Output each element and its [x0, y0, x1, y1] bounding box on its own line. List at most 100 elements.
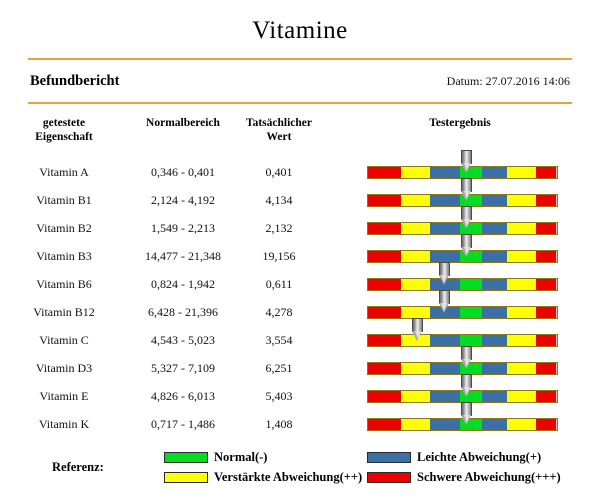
scale-segment [459, 279, 483, 291]
legend-color-swatch [164, 452, 208, 463]
report-page: Vitamine Befundbericht Datum: 27.07.2016… [0, 17, 600, 484]
scale-segment [429, 223, 460, 235]
scale-segment [401, 251, 430, 263]
scale-segment [459, 419, 483, 431]
table-row: Vitamin E 4,826 - 6,013 5,403 [0, 374, 600, 411]
table-row: Vitamin D3 5,327 - 7,109 6,251 [0, 346, 600, 383]
results-table-wrapper: getestete Eigenschaft Normalbereich Tats… [0, 114, 600, 439]
scale-segment [506, 251, 536, 263]
scale-segment [535, 419, 557, 431]
cell-normal-range: 0,824 - 1,942 [151, 277, 215, 292]
result-scale-bar [366, 318, 558, 348]
page-title: Vitamine [252, 17, 348, 44]
report-label: Befundbericht [30, 73, 120, 89]
scale-segment [401, 419, 430, 431]
column-header-property-line2: Eigenschaft [35, 131, 93, 144]
scale-segment [535, 195, 557, 207]
cell-test-result [320, 262, 600, 299]
cell-actual-value: 1,408 [265, 417, 293, 432]
scale-segment [459, 391, 483, 403]
scale-segment [535, 279, 557, 291]
scale-segment [506, 307, 536, 319]
table-header-row: getestete Eigenschaft Normalbereich Tats… [0, 114, 600, 159]
cell-actual-value: 5,403 [265, 389, 293, 404]
scale-segment [367, 391, 402, 403]
scale-segment [401, 307, 430, 319]
legend-item: Schwere Abweichung(+++) [367, 470, 570, 485]
scale-segment [367, 195, 402, 207]
cell-normal-range: 2,124 - 4,192 [151, 193, 215, 208]
column-header-actual-value-line2: Wert [266, 131, 292, 144]
cell-test-result [320, 206, 600, 243]
scale-segment [535, 307, 557, 319]
scale-segment [429, 251, 460, 263]
legend-color-swatch [367, 452, 411, 463]
scale-segment [367, 279, 402, 291]
cell-actual-value: 0,401 [265, 165, 293, 180]
scale-segment [506, 391, 536, 403]
scale-segment [459, 251, 483, 263]
column-header-normal-range: Normalbereich [146, 117, 220, 129]
result-scale-bar [366, 206, 558, 236]
cell-property-name: Vitamin B3 [36, 249, 92, 264]
header-divider-top [28, 58, 572, 60]
scale-segment [535, 335, 557, 347]
legend-item-label: Verstärkte Abweichung(++) [214, 470, 363, 484]
scale-segment [506, 195, 536, 207]
scale-segment [459, 363, 483, 375]
legend-item-label: Normal(-) [214, 450, 268, 464]
column-header-actual-value: Tatsächlicher Wert [238, 114, 320, 159]
legend-item: Leichte Abweichung(+) [367, 450, 570, 465]
scale-segment [367, 419, 402, 431]
cell-actual-value: 0,611 [265, 277, 293, 292]
scale-segment [401, 223, 430, 235]
scale-segment [535, 167, 557, 179]
column-header-test-result: Testergebnis [429, 117, 491, 129]
table-row: Vitamin C 4,543 - 5,023 3,554 [0, 318, 600, 355]
report-subheader: Befundbericht Datum: 27.07.2016 14:06 [0, 60, 600, 102]
scale-segment [506, 335, 536, 347]
report-date: Datum: 27.07.2016 14:06 [446, 74, 570, 88]
cell-test-result [320, 374, 600, 411]
cell-test-result [320, 290, 600, 327]
scale-segment [482, 167, 507, 179]
scale-segment [367, 251, 402, 263]
cell-normal-range: 6,428 - 21,396 [148, 305, 218, 320]
table-header: getestete Eigenschaft Normalbereich Tats… [0, 114, 600, 159]
cell-property-name: Vitamin B12 [33, 305, 95, 320]
scale-segment [482, 363, 507, 375]
legend-color-swatch [164, 472, 208, 483]
scale-segment [401, 279, 430, 291]
result-scale-bar [366, 374, 558, 404]
scale-segment [535, 223, 557, 235]
cell-property-name: Vitamin C [39, 333, 89, 348]
scale-segment [506, 279, 536, 291]
scale-segment [459, 167, 483, 179]
table-row: Vitamin A 0,346 - 0,401 0,401 [0, 150, 600, 187]
cell-test-result [320, 178, 600, 215]
table-row: Vitamin B1 2,124 - 4,192 4,134 [0, 178, 600, 215]
table-row: Vitamin B12 6,428 - 21,396 4,278 [0, 290, 600, 327]
column-header-actual-value-line1: Tatsächlicher [245, 117, 313, 129]
column-header-property: getestete Eigenschaft [0, 114, 128, 159]
result-scale-bar [366, 150, 558, 180]
legend-color-swatch [367, 472, 411, 483]
scale-segment [506, 363, 536, 375]
scale-segment [459, 195, 483, 207]
legend-item-label: Leichte Abweichung(+) [417, 450, 542, 464]
scale-segment [429, 419, 460, 431]
cell-actual-value: 3,554 [265, 333, 293, 348]
scale-segment [482, 391, 507, 403]
result-scale-bar [366, 290, 558, 320]
scale-segment [482, 419, 507, 431]
legend-item-label: Schwere Abweichung(+++) [417, 470, 561, 484]
cell-property-name: Vitamin B1 [36, 193, 92, 208]
scale-segment [482, 251, 507, 263]
results-table: getestete Eigenschaft Normalbereich Tats… [0, 114, 600, 439]
cell-actual-value: 2,132 [265, 221, 293, 236]
scale-segment [367, 363, 402, 375]
cell-normal-range: 4,543 - 5,023 [151, 333, 215, 348]
legend-item: Normal(-) [164, 450, 367, 465]
cell-property-name: Vitamin D3 [35, 361, 93, 376]
header-divider-bottom [28, 102, 572, 104]
